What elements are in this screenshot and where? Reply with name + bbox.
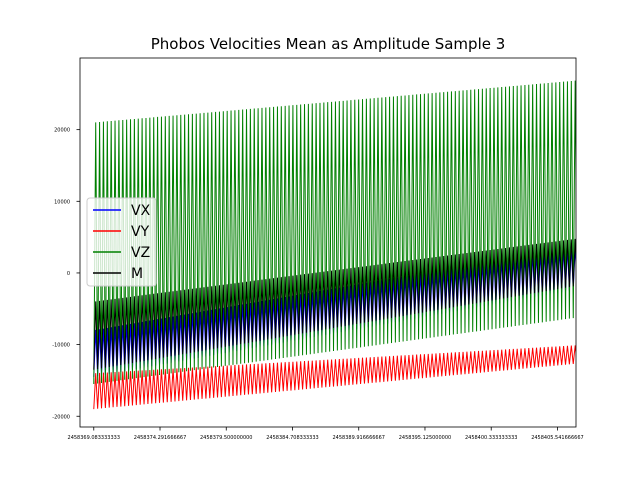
- chart-title: Phobos Velocities Mean as Amplitude Samp…: [151, 35, 506, 53]
- x-tick-label: 2458379.500000000: [200, 435, 253, 441]
- x-tick-label: 2458395.125000000: [399, 435, 452, 441]
- x-tick-label: 2458374.291666667: [134, 435, 187, 441]
- legend-label-vy: VY: [131, 224, 150, 240]
- y-tick-label: 20000: [54, 128, 70, 134]
- series-line-vy: [93, 345, 576, 410]
- series-layer: [93, 80, 576, 410]
- series-line-vz: [93, 80, 576, 385]
- y-tick-label: -10000: [52, 343, 70, 349]
- x-tick-label: 2458389.916666667: [332, 435, 385, 441]
- y-tick-label: -20000: [52, 414, 70, 420]
- x-tick-label: 2458384.708333333: [266, 435, 319, 441]
- legend-box: [86, 197, 157, 287]
- y-axis: -20000 -10000 0 10000 20000: [52, 128, 80, 420]
- x-tick-label: 2458405.541666667: [531, 435, 584, 441]
- x-tick-label: 2458369.083333333: [68, 435, 121, 441]
- legend-label-vz: VZ: [131, 245, 150, 261]
- legend-label-vx: VX: [131, 203, 151, 219]
- legend: VX VY VZ M: [86, 197, 157, 287]
- y-tick-label: 0: [67, 271, 70, 277]
- series-line-m: [93, 238, 576, 370]
- plot-area: [79, 57, 577, 428]
- x-tick-label: 2458400.333333333: [465, 435, 518, 441]
- y-tick-label: 10000: [54, 199, 70, 205]
- legend-label-m: M: [131, 266, 143, 282]
- x-axis: 2458369.083333333 2458374.291666667 245837…: [68, 427, 584, 441]
- plot-frame: [79, 57, 577, 428]
